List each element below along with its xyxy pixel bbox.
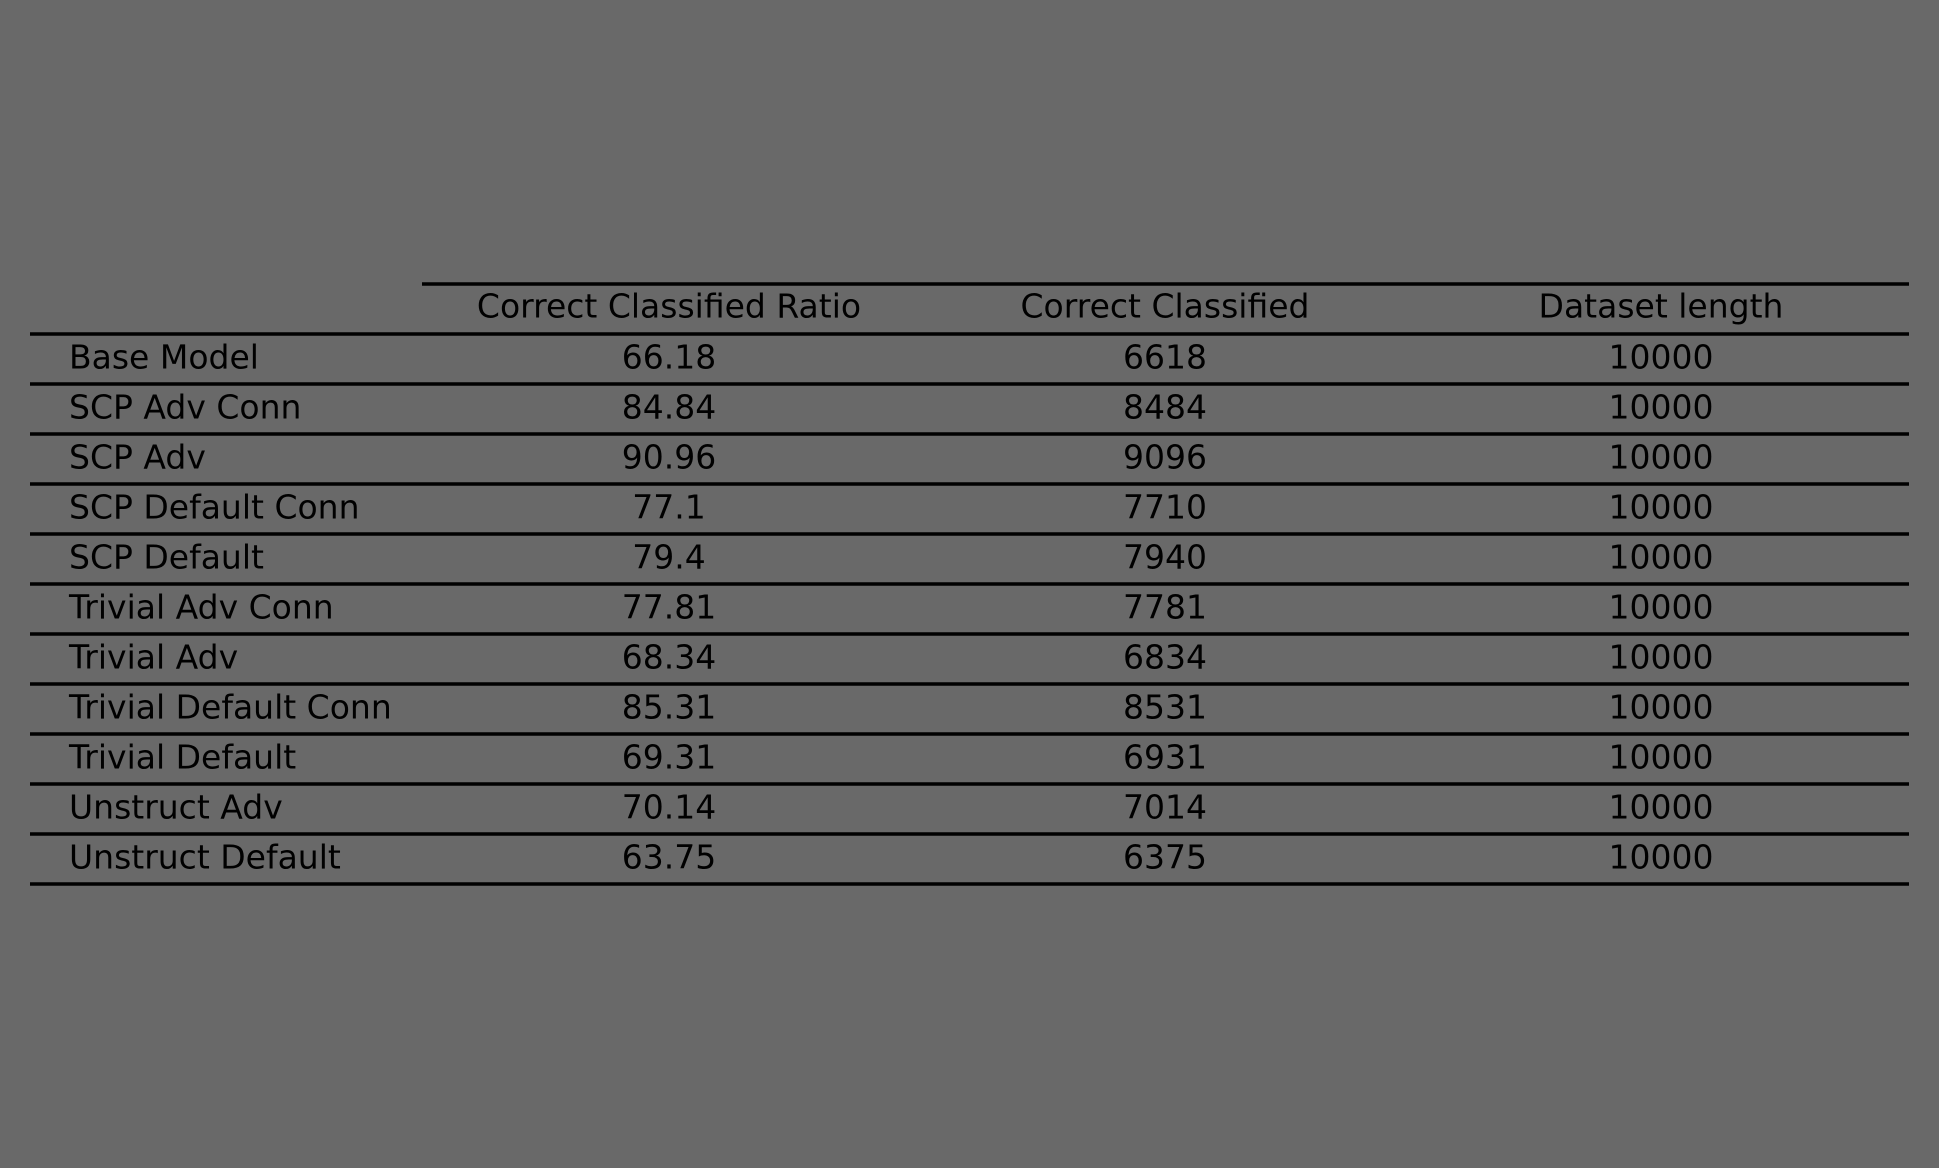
table-cell: 10000 [1609,488,1714,527]
table-cell: 7710 [1123,488,1207,527]
table-cell: 9096 [1123,438,1207,477]
table-cell: 7940 [1123,538,1207,577]
table-body: Base Model 66.18 6618 10000 SCP Adv Conn 84.8… [68,338,1713,877]
table-cell: 68.34 [622,638,716,677]
table-row: SCP Adv Conn 84.84 8484 10000 [69,388,1713,427]
row-label: Trivial Adv Conn [68,588,334,627]
table-cell: 10000 [1609,688,1714,727]
row-label: SCP Adv [69,438,206,477]
table-row: Base Model 66.18 6618 10000 [69,338,1713,377]
table-cell: 10000 [1609,588,1714,627]
row-label: Trivial Default [68,738,296,777]
table-cell: 10000 [1609,338,1714,377]
table-row: Trivial Adv Conn 77.81 7781 10000 [68,588,1713,627]
table-row: SCP Default 79.4 7940 10000 [69,538,1713,577]
table-cell: 85.31 [622,688,716,727]
row-label: Trivial Default Conn [68,688,392,727]
table-row: SCP Adv 90.96 9096 10000 [69,438,1713,477]
table-row: Trivial Adv 68.34 6834 10000 [68,638,1713,677]
table-cell: 6375 [1123,838,1207,877]
row-label: SCP Default [69,538,264,577]
table-cell: 8531 [1123,688,1207,727]
table-cell: 77.1 [632,488,705,527]
table-cell: 79.4 [632,538,705,577]
table-row: SCP Default Conn 77.1 7710 10000 [69,488,1713,527]
table-cell: 10000 [1609,838,1714,877]
column-header-correct-classified-ratio: Correct Classified Ratio [477,287,861,326]
table-cell: 10000 [1609,438,1714,477]
table-cell: 10000 [1609,738,1714,777]
table-cell: 10000 [1609,388,1714,427]
row-label: Unstruct Adv [69,788,283,827]
table-row: Trivial Default 69.31 6931 10000 [68,738,1713,777]
table-cell: 90.96 [622,438,716,477]
table-cell: 10000 [1609,538,1714,577]
table-cell: 10000 [1609,638,1714,677]
row-label: Unstruct Default [69,838,341,877]
table-cell: 10000 [1609,788,1714,827]
row-label: Trivial Adv [68,638,238,677]
row-label: SCP Adv Conn [69,388,301,427]
table-row: Unstruct Adv 70.14 7014 10000 [69,788,1713,827]
table-cell: 6931 [1123,738,1207,777]
table-cell: 77.81 [622,588,716,627]
table-row: Trivial Default Conn 85.31 8531 10000 [68,688,1713,727]
row-label: Base Model [69,338,259,377]
table-row: Unstruct Default 63.75 6375 10000 [69,838,1713,877]
table-header: Correct Classified Ratio Correct Classif… [477,287,1784,326]
table-cell: 8484 [1123,388,1207,427]
column-header-dataset-length: Dataset length [1539,287,1784,326]
column-header-correct-classified: Correct Classified [1021,287,1310,326]
table-cell: 7781 [1123,588,1207,627]
table-cell: 66.18 [622,338,716,377]
table-rules [30,282,1909,886]
table-cell: 63.75 [622,838,716,877]
table-cell: 84.84 [622,388,716,427]
table-cell: 6618 [1123,338,1207,377]
table-cell: 6834 [1123,638,1207,677]
table-cell: 7014 [1123,788,1207,827]
table-cell: 70.14 [622,788,716,827]
row-label: SCP Default Conn [69,488,360,527]
table-cell: 69.31 [622,738,716,777]
